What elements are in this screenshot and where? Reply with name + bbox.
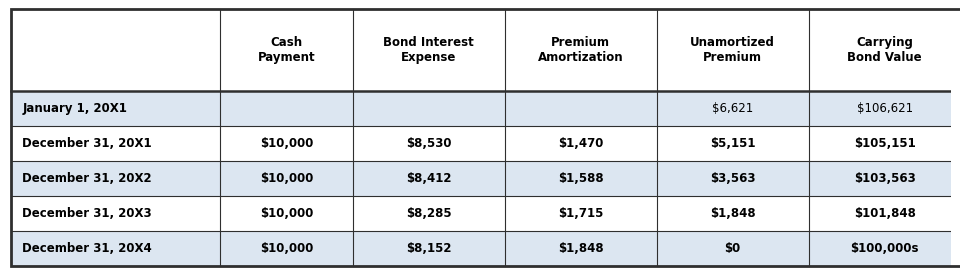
Text: $106,621: $106,621 bbox=[856, 102, 913, 115]
Text: $101,848: $101,848 bbox=[853, 207, 916, 220]
Text: $8,412: $8,412 bbox=[406, 172, 451, 185]
Text: $100,000s: $100,000s bbox=[851, 242, 919, 255]
Text: $3,563: $3,563 bbox=[710, 172, 756, 185]
Text: $105,151: $105,151 bbox=[853, 137, 916, 150]
Text: January 1, 20X1: January 1, 20X1 bbox=[22, 102, 127, 115]
Text: $1,715: $1,715 bbox=[558, 207, 604, 220]
Text: Bond Interest
Expense: Bond Interest Expense bbox=[383, 36, 474, 64]
Text: $10,000: $10,000 bbox=[259, 137, 313, 150]
Text: $8,152: $8,152 bbox=[406, 242, 451, 255]
Text: $0: $0 bbox=[725, 242, 741, 255]
Text: $8,285: $8,285 bbox=[406, 207, 451, 220]
Text: $10,000: $10,000 bbox=[259, 207, 313, 220]
FancyBboxPatch shape bbox=[11, 196, 960, 231]
FancyBboxPatch shape bbox=[11, 231, 960, 266]
Text: $6,621: $6,621 bbox=[712, 102, 754, 115]
Text: $1,848: $1,848 bbox=[709, 207, 756, 220]
Text: $5,151: $5,151 bbox=[710, 137, 756, 150]
FancyBboxPatch shape bbox=[11, 161, 960, 196]
Text: $10,000: $10,000 bbox=[259, 172, 313, 185]
Text: December 31, 20X3: December 31, 20X3 bbox=[22, 207, 152, 220]
Text: $1,848: $1,848 bbox=[558, 242, 604, 255]
Text: Unamortized
Premium: Unamortized Premium bbox=[690, 36, 775, 64]
Text: Carrying
Bond Value: Carrying Bond Value bbox=[848, 36, 922, 64]
Text: $1,470: $1,470 bbox=[558, 137, 604, 150]
Text: December 31, 20X4: December 31, 20X4 bbox=[22, 242, 152, 255]
Text: Premium
Amortization: Premium Amortization bbox=[538, 36, 624, 64]
Text: $103,563: $103,563 bbox=[853, 172, 916, 185]
Text: December 31, 20X1: December 31, 20X1 bbox=[22, 137, 152, 150]
Text: $8,530: $8,530 bbox=[406, 137, 451, 150]
Text: December 31, 20X2: December 31, 20X2 bbox=[22, 172, 152, 185]
Text: $10,000: $10,000 bbox=[259, 242, 313, 255]
Text: Cash
Payment: Cash Payment bbox=[257, 36, 315, 64]
FancyBboxPatch shape bbox=[11, 91, 960, 126]
FancyBboxPatch shape bbox=[11, 126, 960, 161]
Text: $1,588: $1,588 bbox=[558, 172, 604, 185]
FancyBboxPatch shape bbox=[11, 10, 960, 91]
